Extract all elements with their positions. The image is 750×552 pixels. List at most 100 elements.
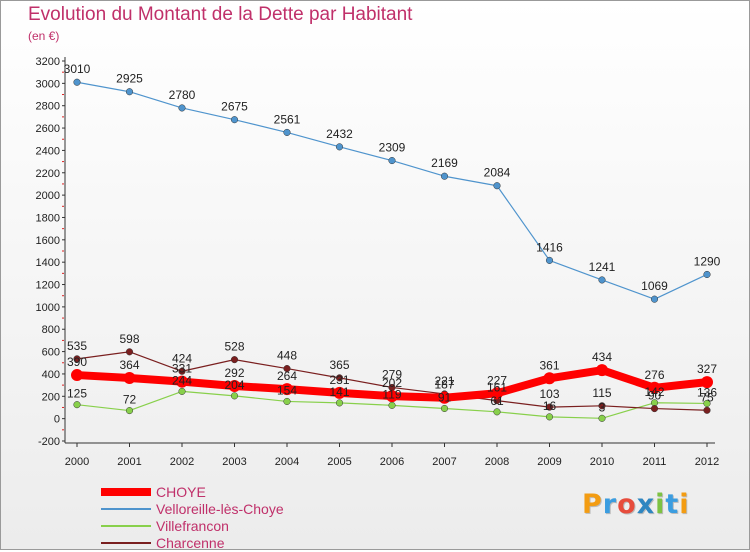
x-tick-label: 2009 [537, 456, 561, 468]
series-point [333, 386, 346, 399]
series-point [230, 392, 239, 400]
legend-item: Velloreille-lès-Choye [101, 501, 401, 518]
series-point [178, 387, 186, 395]
data-label-0: 276 [644, 368, 664, 382]
y-tick-label: 3200 [36, 56, 60, 68]
series-point [386, 390, 398, 403]
chart-title: Evolution du Montant de la Dette par Hab… [28, 4, 413, 25]
data-label-3: 424 [172, 351, 192, 365]
series-point [283, 365, 291, 373]
y-tick-label: 0 [54, 414, 60, 426]
data-label-3: 448 [277, 349, 297, 363]
x-tick-label: 2001 [117, 456, 141, 468]
data-label-1: 2780 [169, 88, 196, 102]
y-tick-label: 800 [42, 324, 60, 336]
legend-label: Charcenne [156, 535, 225, 551]
logo-letter: o [617, 489, 637, 520]
data-label-0: 434 [592, 350, 612, 364]
x-tick-label: 2003 [222, 456, 246, 468]
data-label-3: 528 [224, 340, 244, 354]
data-label-1: 1069 [641, 279, 668, 293]
data-label-0: 264 [277, 369, 297, 383]
data-label-1: 1241 [589, 260, 616, 274]
series-point [73, 78, 81, 86]
data-label-2: 244 [172, 373, 192, 387]
data-label-2: 72 [123, 393, 137, 407]
y-tick-label: 600 [42, 347, 60, 359]
series-point [335, 374, 344, 382]
data-label-0: 227 [487, 373, 507, 387]
series-point [228, 380, 241, 393]
y-tick-label: 400 [42, 369, 60, 381]
logo-letter: i [679, 489, 690, 520]
series-point [125, 348, 134, 356]
data-label-2: 141 [329, 385, 349, 399]
series-point [283, 397, 291, 405]
series-point [73, 401, 81, 409]
series-point [598, 276, 606, 284]
series-point [545, 413, 554, 421]
proxiti-logo: Proxiti [582, 489, 690, 520]
series-point [648, 381, 661, 394]
series-point [71, 369, 83, 382]
data-label-3: 103 [539, 387, 559, 401]
x-tick-label: 2005 [327, 456, 351, 468]
data-label-1: 2169 [431, 156, 458, 170]
series-point [388, 157, 396, 165]
data-label-1: 2561 [274, 112, 301, 126]
x-tick-label: 2000 [65, 456, 89, 468]
series-point [281, 383, 293, 396]
x-tick-label: 2011 [643, 456, 667, 468]
y-tick-label: 1800 [36, 212, 60, 224]
data-label-1: 1416 [536, 240, 563, 254]
x-tick-label: 2007 [432, 456, 456, 468]
legend-swatch [101, 542, 151, 544]
data-label-2: 142 [644, 385, 664, 399]
data-label-2: 125 [67, 387, 87, 401]
series-point [598, 402, 606, 410]
series-point [703, 406, 711, 414]
series-point [545, 256, 554, 264]
series-point [230, 356, 239, 364]
legend-label: CHOYE [156, 484, 206, 500]
legend-item: Charcenne [101, 535, 401, 552]
chart-subtitle: (en €) [28, 29, 60, 43]
legend-item: Villefrancon [101, 518, 401, 535]
data-label-3: 90 [648, 389, 662, 403]
data-label-3: 279 [382, 367, 402, 381]
y-tick-label: 2800 [36, 101, 60, 113]
data-label-0: 364 [119, 358, 139, 372]
series-point [491, 387, 503, 400]
series-point [438, 391, 451, 404]
data-label-2: 119 [382, 387, 401, 401]
x-tick-label: 2004 [275, 456, 299, 468]
data-label-2: 154 [277, 383, 297, 397]
x-tick-label: 2012 [695, 456, 719, 468]
data-label-3: 161 [487, 381, 507, 395]
data-label-3: 365 [329, 358, 349, 372]
y-tick-label: 1200 [36, 280, 60, 292]
y-tick-label: 1400 [36, 257, 60, 269]
series-point [335, 143, 344, 151]
data-label-0: 202 [382, 376, 402, 390]
data-label-3: 75 [700, 390, 714, 404]
data-label-1: 2675 [221, 100, 248, 114]
x-tick-label: 2002 [170, 456, 194, 468]
legend-item: CHOYE [101, 484, 401, 501]
logo-letter: i [655, 489, 666, 520]
y-tick-label: 3000 [36, 78, 60, 90]
data-label-0: 187 [434, 378, 454, 392]
y-tick-label: 1600 [36, 235, 60, 247]
data-label-1: 2432 [326, 127, 353, 141]
series-point [545, 403, 554, 411]
logo-letter: r [602, 489, 618, 520]
legend-label: Velloreille-lès-Choye [156, 501, 284, 517]
series-point [73, 355, 81, 363]
data-label-2: 61 [490, 394, 504, 408]
y-tick-label: 200 [42, 391, 60, 403]
legend-swatch [101, 525, 151, 527]
data-label-0: 327 [697, 362, 717, 376]
y-tick-label: 2000 [36, 190, 60, 202]
